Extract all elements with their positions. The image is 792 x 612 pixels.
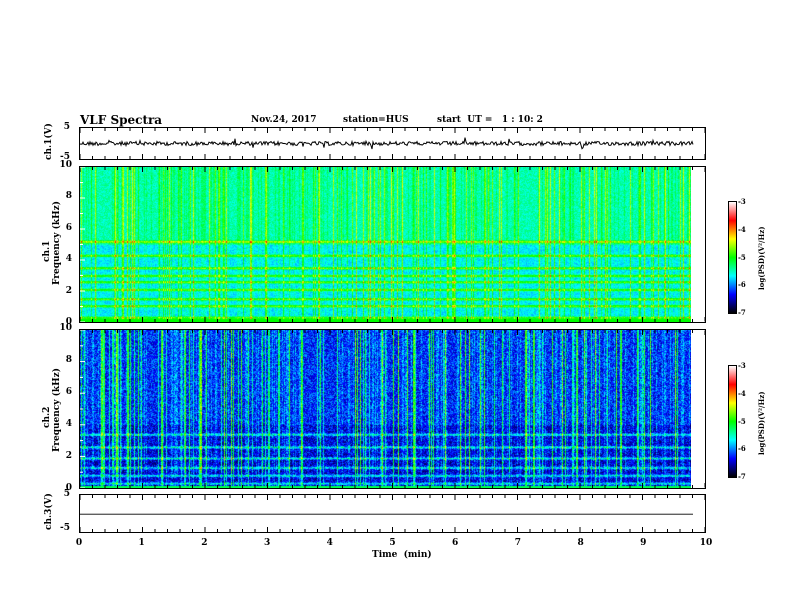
y-tick-label: 4	[65, 419, 72, 429]
ch1-waveform-panel	[79, 127, 706, 160]
start-ut-label: start UT = 1 : 10: 2	[437, 115, 543, 125]
colorbar-tick-label: -4	[738, 224, 746, 234]
x-tick-label: 2	[201, 538, 208, 548]
station-label: station=HUS	[343, 115, 409, 125]
colorbar-tick-label: -7	[738, 308, 746, 317]
ch2-colorbar-label: log(PSD)(V²/Hz)	[757, 391, 766, 455]
ch3-waveform-plot	[80, 495, 705, 532]
ch1-colorbar-label: log(PSD)(V²/Hz)	[757, 226, 766, 290]
y-tick-label: 4	[65, 254, 72, 265]
y-tick-label: 10	[59, 160, 72, 170]
ch1-spec-ylabel: Frequency (kHz)	[52, 200, 62, 285]
ch1-colorbar	[728, 201, 737, 314]
y-tick-label: 8	[65, 355, 72, 365]
x-tick-label: 1	[138, 538, 145, 548]
ch2-spectrogram-axes	[80, 330, 705, 488]
x-tick-label: 6	[452, 538, 459, 548]
ch3-ytick-bottom: -5	[60, 523, 70, 533]
y-tick-label: 2	[65, 285, 72, 296]
colorbar-tick-label: -7	[738, 472, 746, 481]
x-tick-label: 3	[263, 538, 271, 548]
ch1-ytick-bottom: -5	[60, 152, 70, 162]
x-tick-label: 10	[699, 538, 713, 548]
colorbar-tick-label: -5	[738, 416, 746, 426]
y-tick-label: 0	[65, 483, 72, 493]
ch1-spectrogram-image	[80, 167, 691, 322]
ch3-ylabel: ch.3(V)	[44, 493, 54, 530]
ch3-waveform-panel	[79, 494, 706, 533]
x-tick-label: 7	[514, 538, 522, 548]
ch2-colorbar	[728, 365, 737, 478]
waveform-line	[80, 137, 694, 150]
y-tick-label: 6	[65, 387, 72, 397]
y-tick-label: 8	[65, 191, 72, 202]
chart-title: VLF Spectra	[80, 113, 163, 127]
ch2-spectrogram-image	[80, 330, 691, 488]
x-tick-label: 0	[75, 538, 83, 548]
colorbar-tick-label: -3	[738, 361, 746, 370]
ch1-ytick-top: 5	[63, 122, 70, 132]
x-tick-label: 5	[389, 538, 396, 548]
ch1-spec-label-channel: ch.1	[42, 240, 52, 262]
ch1-waveform-plot	[80, 128, 705, 159]
ch1-spectrogram-panel	[79, 166, 706, 323]
ch1-ylabel: ch.1(V)	[44, 123, 54, 160]
date-label: Nov.24, 2017	[251, 115, 317, 125]
y-tick-label: 10	[59, 323, 72, 333]
colorbar-tick-label: -5	[738, 252, 746, 262]
y-tick-label: 0	[65, 317, 72, 327]
ch2-spectrogram-panel	[79, 329, 706, 489]
ch2-spec-ylabel: Frequency (kHz)	[52, 367, 62, 452]
ch1-spectrogram-axes	[80, 167, 705, 322]
colorbar-tick-label: -3	[738, 197, 746, 206]
x-tick-label: 8	[577, 538, 584, 548]
x-axis-label: Time (min)	[372, 550, 432, 560]
colorbar-tick-label: -6	[738, 280, 746, 290]
x-tick-label: 9	[640, 538, 647, 548]
x-tick-label: 4	[326, 538, 333, 548]
y-tick-label: 2	[65, 451, 72, 461]
y-tick-label: 6	[65, 222, 72, 233]
colorbar-tick-label: -6	[738, 444, 746, 454]
ch2-spec-label-channel: ch.2	[42, 406, 52, 428]
colorbar-tick-label: -4	[738, 388, 746, 398]
ch3-ytick-top: 5	[63, 489, 70, 499]
